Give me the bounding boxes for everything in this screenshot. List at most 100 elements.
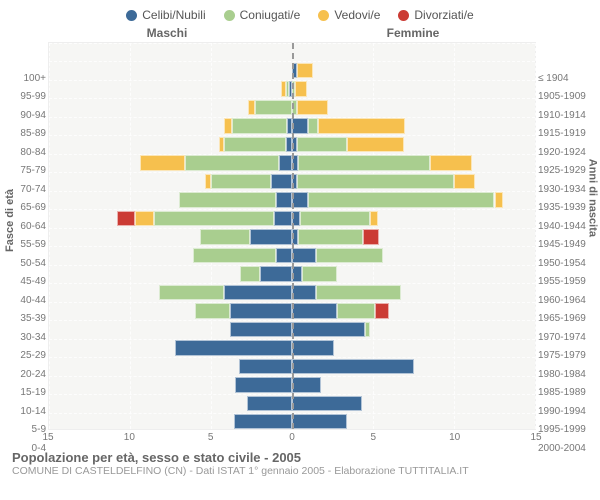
chart-footer: Popolazione per età, sesso e stato civil… xyxy=(4,450,596,477)
legend-item: Vedovi/e xyxy=(318,8,380,22)
header-male: Maschi xyxy=(4,26,290,40)
y-tick-age: 90-94 xyxy=(6,107,46,125)
y-tick-birth: 1920-1924 xyxy=(538,144,594,162)
bar-segment-male xyxy=(235,377,292,392)
chart-title: Popolazione per età, sesso e stato civil… xyxy=(12,450,596,465)
bar-segment-female xyxy=(292,414,347,429)
y-tick-birth: 1970-1974 xyxy=(538,329,594,347)
bar-segment-male xyxy=(175,340,292,355)
bar-segment-female xyxy=(292,248,316,263)
y-tick-birth: 1940-1944 xyxy=(538,218,594,236)
y-tick-age: 40-44 xyxy=(6,292,46,310)
legend-swatch xyxy=(318,10,329,21)
y-tick-age: 45-49 xyxy=(6,273,46,291)
y-tick-age: 80-84 xyxy=(6,144,46,162)
bar-segment-male xyxy=(240,266,259,281)
bar-segment-male xyxy=(117,211,135,226)
x-tick: 10 xyxy=(124,432,135,443)
bar-segment-male xyxy=(239,359,292,374)
x-tick: 5 xyxy=(371,432,377,443)
y-tick-age: 35-39 xyxy=(6,310,46,328)
y-tick-age: 60-64 xyxy=(6,218,46,236)
legend-swatch xyxy=(398,10,409,21)
bar-segment-male xyxy=(193,248,276,263)
bar-segment-male xyxy=(255,100,292,115)
y-tick-age: 10-14 xyxy=(6,403,46,421)
x-tick: 5 xyxy=(208,432,214,443)
bar-segment-male xyxy=(195,303,231,318)
y-tick-birth: 1960-1964 xyxy=(538,292,594,310)
bar-segment-female xyxy=(363,229,379,244)
plot-area xyxy=(48,42,536,430)
bar-segment-male xyxy=(247,396,292,411)
legend-item: Celibi/Nubili xyxy=(126,8,205,22)
y-tick-age: 15-19 xyxy=(6,384,46,402)
y-tick-age: 75-79 xyxy=(6,162,46,180)
y-tick-age: 100+ xyxy=(6,70,46,88)
bar-segment-female xyxy=(292,322,365,337)
y-tick-age: 25-29 xyxy=(6,347,46,365)
y-tick-birth: 1975-1979 xyxy=(538,347,594,365)
bar-segment-male xyxy=(286,81,289,96)
y-tick-birth: 1950-1954 xyxy=(538,255,594,273)
bar-segment-male xyxy=(279,155,292,170)
bar-segment-male xyxy=(224,118,232,133)
y-tick-birth: 1930-1934 xyxy=(538,181,594,199)
bar-segment-male xyxy=(234,414,292,429)
x-tick: 15 xyxy=(42,432,53,443)
header-female: Femmine xyxy=(290,26,596,40)
bar-segment-female xyxy=(300,211,370,226)
bar-segment-female xyxy=(316,248,382,263)
bar-segment-female xyxy=(292,340,334,355)
y-tick-birth: 1990-1994 xyxy=(538,403,594,421)
bar-segment-female xyxy=(292,396,362,411)
bar-segment-male xyxy=(281,81,286,96)
y-tick-birth: 1965-1969 xyxy=(538,310,594,328)
bar-segment-male xyxy=(260,266,292,281)
bar-segment-male xyxy=(205,174,211,189)
bar-segment-female xyxy=(302,266,338,281)
bar-segment-female xyxy=(316,285,400,300)
y-tick-age: 5-9 xyxy=(6,421,46,439)
bar-segment-male xyxy=(271,174,292,189)
bar-segment-female xyxy=(347,137,404,152)
y-tick-birth: 2000-2004 xyxy=(538,440,594,458)
legend-swatch xyxy=(126,10,137,21)
bar-segment-female xyxy=(454,174,475,189)
bar-segment-male xyxy=(185,155,279,170)
legend-label: Celibi/Nubili xyxy=(142,8,205,22)
y-tick-age: 30-34 xyxy=(6,329,46,347)
y-tick-birth: 1945-1949 xyxy=(538,236,594,254)
legend-label: Coniugati/e xyxy=(240,8,301,22)
bar-segment-male xyxy=(248,100,254,115)
bar-segment-male xyxy=(274,211,292,226)
bar-segment-male xyxy=(276,192,292,207)
legend-item: Coniugati/e xyxy=(224,8,301,22)
bar-segment-female xyxy=(297,174,454,189)
x-tick: 10 xyxy=(449,432,460,443)
legend-label: Vedovi/e xyxy=(334,8,380,22)
bar-segment-male xyxy=(200,229,250,244)
bar-segment-female xyxy=(430,155,472,170)
bar-segment-female xyxy=(292,192,308,207)
y-tick-age: 95-99 xyxy=(6,88,46,106)
bar-segment-male xyxy=(224,285,292,300)
bar-segment-female xyxy=(308,118,318,133)
bar-segment-female xyxy=(337,303,374,318)
x-axis: 15105051015 xyxy=(48,432,536,446)
bar-segment-male xyxy=(135,211,154,226)
bar-segment-male xyxy=(230,303,292,318)
bar-segment-female xyxy=(318,118,405,133)
y-tick-birth: ≤ 1904 xyxy=(538,70,594,88)
bar-segment-male xyxy=(179,192,276,207)
y-tick-age: 20-24 xyxy=(6,366,46,384)
bar-segment-male xyxy=(219,137,224,152)
bar-segment-female xyxy=(295,81,306,96)
legend-swatch xyxy=(224,10,235,21)
bar-segment-female xyxy=(298,229,363,244)
y-tick-age: 50-54 xyxy=(6,255,46,273)
legend-item: Divorziati/e xyxy=(398,8,473,22)
bar-segment-female xyxy=(292,377,321,392)
bar-segment-male xyxy=(211,174,271,189)
bar-segment-male xyxy=(159,285,224,300)
